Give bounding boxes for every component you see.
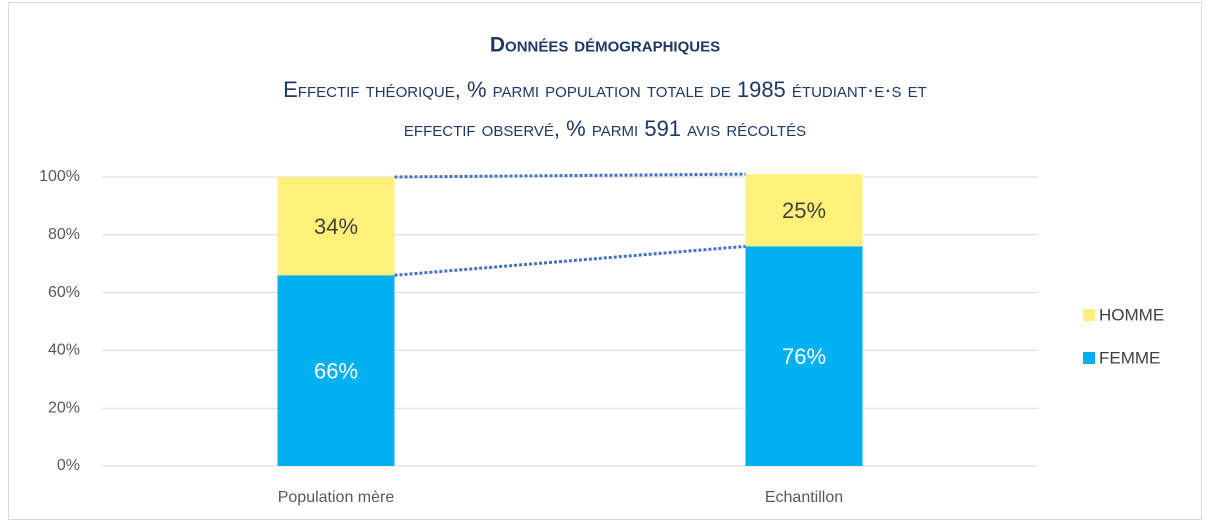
y-tick-label: 0% bbox=[57, 457, 80, 474]
legend-label: FEMME bbox=[1099, 348, 1160, 367]
bar-segment bbox=[745, 174, 863, 247]
data-label: 25% bbox=[782, 198, 826, 223]
y-tick-label: 100% bbox=[39, 168, 80, 185]
series-line bbox=[394, 244, 746, 277]
y-tick-label: 60% bbox=[48, 284, 80, 301]
legend-swatch bbox=[1083, 352, 1095, 364]
data-label: 34% bbox=[314, 214, 358, 239]
data-label: 76% bbox=[782, 344, 826, 369]
chart-title: Données démographiques bbox=[490, 34, 720, 57]
y-tick-label: 20% bbox=[48, 399, 80, 416]
legend-label: HOMME bbox=[1099, 305, 1164, 324]
bar-segment bbox=[277, 275, 395, 466]
chart-subtitle: Effectif théorique, % parmi population t… bbox=[283, 77, 927, 102]
y-tick-label: 40% bbox=[48, 342, 80, 359]
y-tick-label: 80% bbox=[48, 226, 80, 243]
chart-frame bbox=[8, 2, 1202, 520]
chart-subtitle: effectif observé, % parmi 591 avis récol… bbox=[404, 116, 806, 141]
legend-swatch bbox=[1083, 309, 1095, 321]
x-tick-label: Population mère bbox=[278, 489, 395, 506]
x-tick-label: Echantillon bbox=[765, 489, 843, 506]
bar-segment bbox=[745, 246, 863, 466]
bar-segment bbox=[277, 177, 395, 276]
data-label: 66% bbox=[314, 358, 358, 383]
series-line bbox=[394, 172, 746, 179]
